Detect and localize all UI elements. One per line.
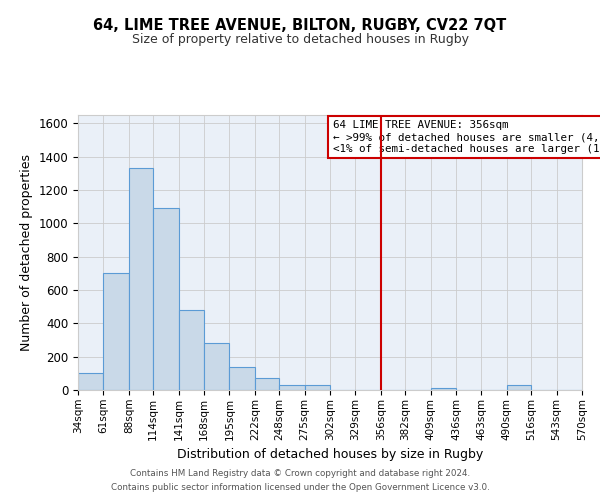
Bar <box>507 385 531 390</box>
Bar <box>229 366 255 390</box>
Text: Contains HM Land Registry data © Crown copyright and database right 2024.: Contains HM Land Registry data © Crown c… <box>130 468 470 477</box>
Bar <box>179 310 204 390</box>
Bar <box>255 378 279 390</box>
Text: Size of property relative to detached houses in Rugby: Size of property relative to detached ho… <box>131 32 469 46</box>
Bar <box>431 388 456 390</box>
Bar <box>78 374 103 390</box>
Text: 64 LIME TREE AVENUE: 356sqm
← >99% of detached houses are smaller (4,253)
<1% of: 64 LIME TREE AVENUE: 356sqm ← >99% of de… <box>332 120 600 154</box>
Text: Contains public sector information licensed under the Open Government Licence v3: Contains public sector information licen… <box>110 484 490 492</box>
Bar <box>153 208 179 390</box>
Text: 64, LIME TREE AVENUE, BILTON, RUGBY, CV22 7QT: 64, LIME TREE AVENUE, BILTON, RUGBY, CV2… <box>94 18 506 32</box>
X-axis label: Distribution of detached houses by size in Rugby: Distribution of detached houses by size … <box>177 448 483 461</box>
Y-axis label: Number of detached properties: Number of detached properties <box>20 154 33 351</box>
Bar <box>129 168 153 390</box>
Bar <box>279 385 305 390</box>
Bar <box>305 385 330 390</box>
Bar <box>103 274 129 390</box>
Bar <box>204 344 229 390</box>
